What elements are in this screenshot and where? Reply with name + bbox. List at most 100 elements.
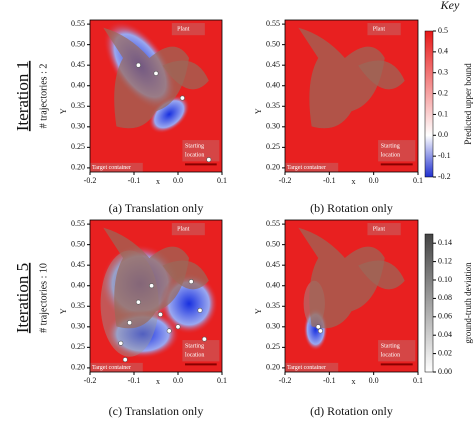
- y-axis-label: Y: [254, 308, 263, 314]
- y-tick-label: 0.40: [266, 81, 280, 90]
- trajectory-point: [149, 283, 155, 289]
- panel: Plant Starting location Target container -0.…: [59, 19, 227, 215]
- plant-leaf: [162, 60, 209, 90]
- panel-caption: (b) Rotation only: [310, 201, 393, 215]
- start-label: Starting: [381, 344, 400, 350]
- x-tick-label: -0.1: [323, 376, 336, 385]
- x-tick-label: 0.0: [173, 376, 183, 385]
- colorbar-tick-label: 0.08: [438, 293, 452, 302]
- y-tick-label: 0.30: [71, 322, 85, 331]
- start-label: Starting: [381, 144, 400, 150]
- x-tick-label: 0.0: [369, 176, 379, 185]
- y-tick-label: 0.40: [266, 281, 280, 290]
- x-tick-label: -0.2: [84, 376, 97, 385]
- plant-label: Plant: [177, 26, 190, 32]
- plant-label: Plant: [177, 226, 190, 232]
- target-label: Target container: [287, 365, 326, 371]
- trajectory-point: [206, 157, 212, 163]
- colorbar-tick-label: 0.00: [438, 367, 452, 376]
- y-tick-label: 0.50: [71, 239, 85, 248]
- y-tick-label: 0.55: [71, 19, 85, 28]
- colorbar-tick-label: 0.10: [438, 275, 452, 284]
- target-label: Target container: [92, 365, 131, 371]
- plant-leaf: [358, 260, 405, 290]
- target-box: [285, 362, 339, 372]
- panel: Plant Starting location Target container -0.…: [59, 219, 227, 418]
- colorbar-tick-label: 0.06: [438, 312, 452, 321]
- x-axis-label: x: [156, 377, 160, 386]
- trajectory-point: [317, 328, 323, 334]
- y-tick-label: 0.20: [71, 163, 85, 172]
- target-box: [90, 362, 143, 372]
- plant-box: [171, 223, 205, 236]
- x-tick-label: 0.1: [413, 176, 423, 185]
- y-tick-label: 0.50: [71, 39, 85, 48]
- y-tick-label: 0.30: [266, 322, 280, 331]
- plant-shape: [103, 227, 189, 329]
- start-box: [182, 140, 220, 162]
- y-tick-label: 0.40: [71, 81, 85, 90]
- y-tick-label: 0.55: [266, 19, 280, 28]
- target-label: Target container: [287, 165, 326, 171]
- y-tick-label: 0.45: [266, 260, 280, 269]
- colorbar-tick-label: 0.04: [438, 330, 452, 339]
- colorbar-tick-label: 0.14: [438, 238, 452, 247]
- colorbar: [424, 30, 434, 178]
- y-tick-label: 0.45: [266, 60, 280, 69]
- start-label: location: [185, 353, 204, 359]
- y-tick-label: 0.35: [71, 101, 85, 110]
- start-label: location: [185, 153, 204, 159]
- target-box: [90, 162, 143, 172]
- start-box: [378, 140, 416, 162]
- y-tick-label: 0.30: [71, 122, 85, 131]
- colorbar-tick-label: 0.2: [438, 88, 448, 97]
- trajectory-point: [188, 279, 194, 285]
- colorbar: [424, 233, 434, 373]
- y-tick-label: 0.35: [266, 301, 280, 310]
- trajectory-point: [179, 95, 185, 101]
- y-tick-label: 0.25: [266, 142, 280, 151]
- trajectory-point: [118, 340, 124, 346]
- colorbar-tick-label: 0.02: [438, 348, 452, 357]
- panel: Plant Starting location Target container -0.…: [254, 219, 423, 418]
- plot-frame: [284, 19, 419, 173]
- y-tick-label: 0.25: [71, 142, 85, 151]
- key-label: Key: [440, 0, 460, 12]
- y-tick-label: 0.30: [266, 122, 280, 131]
- colorbar-tick-label: 0.4: [438, 47, 448, 56]
- x-axis-label: x: [156, 177, 160, 186]
- start-label: location: [381, 353, 400, 359]
- y-axis-label: Y: [254, 108, 263, 114]
- row-title: Iteration 5: [13, 263, 32, 333]
- row-subtitle: # trajectories : 2: [38, 64, 49, 129]
- plant-leaf: [162, 260, 209, 290]
- trajectory-point: [315, 324, 321, 330]
- target-box: [285, 162, 339, 172]
- colorbar-tick-label: 0.5: [438, 26, 448, 35]
- trajectory-point: [157, 311, 163, 317]
- x-tick-label: -0.1: [128, 376, 141, 385]
- y-tick-label: 0.45: [71, 260, 85, 269]
- y-tick-label: 0.40: [71, 281, 85, 290]
- colorbar-tick-label: -0.2: [438, 172, 451, 181]
- trajectory-point: [201, 336, 207, 342]
- plot-frame: [89, 219, 223, 373]
- row-title: Iteration 1: [13, 61, 32, 131]
- y-tick-label: 0.55: [71, 219, 85, 228]
- colorbar-tick-label: 0.1: [438, 109, 448, 118]
- colorbar-tick-label: 0.12: [438, 256, 452, 265]
- x-tick-label: -0.2: [279, 176, 292, 185]
- y-axis-label: Y: [59, 308, 68, 314]
- trajectory-point: [127, 320, 133, 326]
- x-axis-label: x: [352, 377, 356, 386]
- y-tick-label: 0.45: [71, 60, 85, 69]
- x-tick-label: -0.1: [128, 176, 141, 185]
- plant-shape: [103, 27, 189, 129]
- start-label: location: [381, 153, 400, 159]
- x-tick-label: -0.1: [323, 176, 336, 185]
- plant-box: [171, 23, 205, 36]
- trajectory-point: [135, 62, 141, 68]
- x-tick-label: 0.0: [369, 376, 379, 385]
